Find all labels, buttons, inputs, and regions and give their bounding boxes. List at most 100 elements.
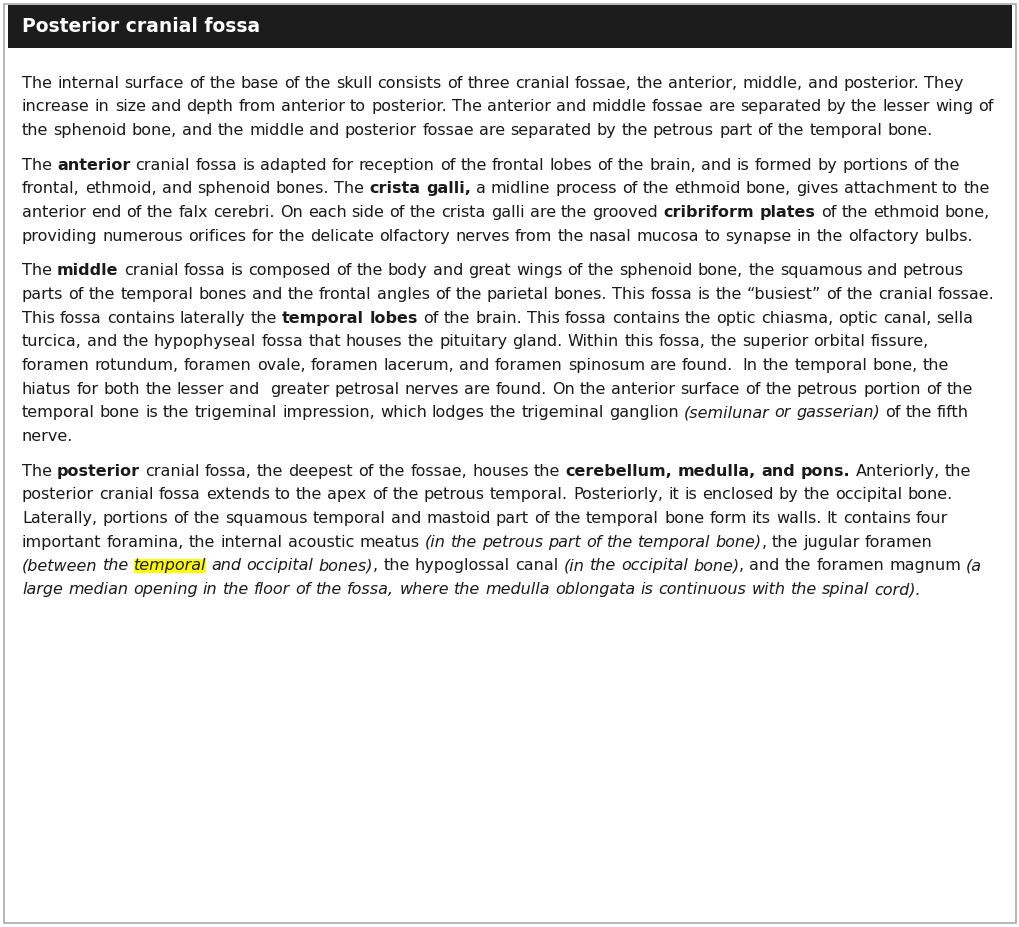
Text: pons.: pons.	[800, 464, 850, 478]
Text: hypophyseal: hypophyseal	[154, 335, 256, 349]
Text: cord).: cord).	[873, 582, 920, 597]
Text: fissure,: fissure,	[870, 335, 928, 349]
Text: of: of	[389, 205, 405, 220]
Text: fifth: fifth	[936, 405, 968, 421]
Text: the: the	[714, 286, 741, 302]
Text: for: for	[76, 382, 99, 397]
Text: spinosum: spinosum	[568, 358, 644, 373]
Text: of: of	[912, 158, 927, 172]
Text: canal,: canal,	[882, 311, 930, 325]
Text: petrous: petrous	[481, 535, 542, 550]
Text: temporal: temporal	[313, 511, 385, 526]
Text: middle,: middle,	[742, 76, 802, 91]
Text: On: On	[279, 205, 303, 220]
Text: of: of	[884, 405, 900, 421]
Text: of: of	[757, 123, 772, 138]
Text: of: of	[68, 286, 84, 302]
Text: of: of	[446, 76, 462, 91]
Text: from: from	[515, 229, 551, 244]
Text: parietal: parietal	[486, 286, 548, 302]
Text: contains: contains	[842, 511, 910, 526]
Text: surface: surface	[680, 382, 739, 397]
Text: lesser: lesser	[176, 382, 224, 397]
Text: This: This	[527, 311, 559, 325]
Text: The: The	[334, 182, 364, 197]
Text: middle: middle	[591, 99, 646, 114]
Text: (in: (in	[564, 558, 584, 574]
Text: foramen: foramen	[311, 358, 378, 373]
Text: squamous: squamous	[225, 511, 308, 526]
Text: portions: portions	[842, 158, 907, 172]
Text: fossa: fossa	[650, 286, 692, 302]
Text: lesser: lesser	[881, 99, 929, 114]
Text: anterior,: anterior,	[667, 76, 737, 91]
Text: the: the	[905, 405, 931, 421]
Text: lodges: lodges	[432, 405, 484, 421]
Text: the: the	[163, 405, 190, 421]
Text: bone.: bone.	[887, 123, 931, 138]
Text: internal: internal	[57, 76, 119, 91]
Text: The: The	[22, 76, 52, 91]
Text: the: the	[556, 229, 583, 244]
Text: ethmoid,: ethmoid,	[85, 182, 156, 197]
Text: and: and	[182, 123, 213, 138]
Text: the: the	[316, 582, 341, 597]
Text: angles: angles	[376, 286, 429, 302]
Text: sphenoid: sphenoid	[619, 263, 692, 278]
Text: Within: Within	[568, 335, 619, 349]
Text: of: of	[434, 286, 449, 302]
Text: both: both	[104, 382, 141, 397]
Bar	[8, 5, 1011, 48]
Text: form: form	[708, 511, 746, 526]
Text: the: the	[22, 123, 48, 138]
Text: the: the	[803, 488, 829, 502]
Text: bone,: bone,	[944, 205, 988, 220]
Text: the: the	[945, 464, 970, 478]
Text: this: this	[624, 335, 653, 349]
Text: olfactory: olfactory	[379, 229, 449, 244]
Text: fossae,: fossae,	[575, 76, 631, 91]
Text: median: median	[68, 582, 127, 597]
Text: extends: extends	[206, 488, 269, 502]
Text: surface: surface	[124, 76, 183, 91]
Text: and: and	[749, 558, 779, 574]
Text: ovale,: ovale,	[257, 358, 306, 373]
Text: the: the	[777, 123, 803, 138]
Text: found.: found.	[681, 358, 732, 373]
Text: grooved: grooved	[592, 205, 657, 220]
Text: anterior: anterior	[57, 158, 130, 172]
Text: the: the	[89, 286, 115, 302]
Text: ganglion: ganglion	[608, 405, 678, 421]
Text: The: The	[22, 158, 52, 172]
Text: fossae,: fossae,	[410, 464, 467, 478]
Text: are: are	[464, 382, 490, 397]
Text: the: the	[533, 464, 559, 478]
Text: the: the	[147, 205, 173, 220]
Text: Anteriorly,: Anteriorly,	[855, 464, 940, 478]
Text: and: and	[432, 263, 463, 278]
Text: fossa: fossa	[261, 335, 303, 349]
Text: fossa,: fossa,	[205, 464, 252, 478]
Text: This: This	[22, 311, 55, 325]
Text: the: the	[850, 99, 876, 114]
Text: opening: opening	[133, 582, 198, 597]
Text: four: four	[915, 511, 948, 526]
Text: bones): bones)	[318, 558, 373, 574]
Text: its: its	[751, 511, 770, 526]
Text: fossa,: fossa,	[346, 582, 394, 597]
Text: the: the	[222, 582, 249, 597]
Text: bone,: bone,	[871, 358, 917, 373]
Text: separated: separated	[739, 99, 820, 114]
Text: sphenoid: sphenoid	[197, 182, 270, 197]
Text: brain,: brain,	[649, 158, 696, 172]
Text: cranial: cranial	[99, 488, 154, 502]
Text: the: the	[257, 464, 283, 478]
Text: the: the	[710, 335, 737, 349]
Text: and: and	[866, 263, 897, 278]
Text: temporal: temporal	[794, 358, 866, 373]
Text: posterior: posterior	[344, 123, 417, 138]
Text: fossa: fossa	[183, 263, 225, 278]
Text: (a: (a	[965, 558, 981, 574]
Text: delicate: delicate	[310, 229, 374, 244]
Text: internal: internal	[220, 535, 282, 550]
